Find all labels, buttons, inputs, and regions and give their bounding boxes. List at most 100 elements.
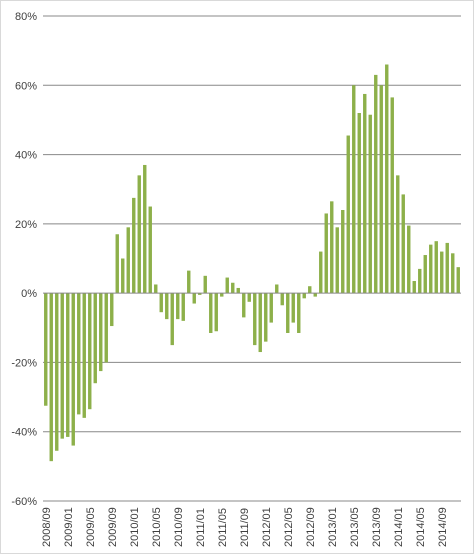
x-tick-label: 2013/09: [371, 507, 383, 547]
bar: [302, 293, 306, 299]
bar: [440, 251, 444, 294]
x-tick-label: 2012/05: [283, 507, 295, 547]
bar: [390, 97, 394, 294]
y-tick-label: -20%: [11, 357, 37, 369]
bar: [379, 85, 383, 294]
grid-layer: [43, 15, 461, 502]
bar: [335, 227, 339, 294]
bar: [192, 293, 196, 304]
bar: [242, 293, 246, 318]
bar: [275, 284, 279, 294]
bar: [236, 287, 240, 294]
bar: [308, 286, 312, 294]
y-tick-label: 60%: [15, 80, 37, 92]
bar: [93, 293, 97, 384]
bar: [60, 293, 64, 439]
bar: [176, 293, 180, 320]
bar: [429, 244, 433, 294]
bar: [291, 293, 295, 323]
bar: [407, 225, 411, 294]
x-tick-label: 2013/05: [349, 507, 361, 547]
bar: [357, 113, 361, 294]
bar: [313, 293, 317, 297]
bar: [71, 293, 75, 446]
bar: [385, 64, 389, 294]
bar: [187, 270, 191, 294]
bar: [137, 175, 141, 294]
bar: [99, 293, 103, 372]
y-tick-label: 20%: [15, 219, 37, 231]
bar: [286, 293, 290, 333]
y-tick-label: 40%: [15, 150, 37, 162]
bar: [82, 293, 86, 418]
bar: [220, 293, 224, 297]
bar: [363, 93, 367, 294]
bar: [49, 293, 53, 462]
bar: [165, 293, 169, 320]
bar: [330, 201, 334, 294]
bar: [77, 293, 81, 415]
bar: [423, 255, 427, 294]
x-tick-label: 2011/01: [195, 508, 207, 547]
bar: [264, 293, 268, 342]
x-tick-label: 2011/09: [239, 508, 251, 547]
x-tick-label: 2011/05: [217, 508, 229, 547]
x-tick-label: 2012/09: [305, 507, 317, 547]
bar: [346, 135, 350, 294]
bar: [181, 293, 185, 321]
y-tick-label: 0%: [21, 288, 37, 300]
bar: [401, 194, 405, 294]
x-tick-label: 2009/05: [85, 507, 97, 547]
bar: [319, 251, 323, 294]
bar: [324, 213, 328, 294]
bar: [434, 241, 438, 294]
bar-layer: [44, 64, 460, 462]
y-tick-label: 80%: [15, 11, 37, 23]
bar: [368, 114, 372, 294]
bar: [143, 164, 147, 294]
bar: [214, 293, 218, 332]
x-tick-label: 2012/01: [261, 507, 273, 547]
bar: [451, 253, 455, 294]
bar: [396, 175, 400, 294]
bar: [88, 293, 92, 410]
x-tick-label: 2010/09: [173, 507, 185, 547]
bar: [456, 267, 460, 294]
bar: [121, 258, 125, 294]
bar: [231, 282, 235, 294]
y-tick-label: -40%: [11, 427, 37, 439]
bar: [209, 293, 213, 333]
bar: [66, 293, 70, 437]
bar: [258, 293, 262, 353]
bar: [159, 293, 163, 313]
bar: [203, 275, 207, 294]
x-tick-label: 2014/05: [415, 507, 427, 547]
bar: [418, 268, 422, 294]
bar: [341, 210, 345, 294]
bar: [115, 234, 119, 294]
x-tick-label: 2013/01: [327, 507, 339, 547]
x-tick-label: 2014/09: [437, 507, 449, 547]
bar: [110, 293, 114, 327]
bar: [253, 293, 257, 346]
bar: [297, 293, 301, 333]
bar: [55, 293, 59, 451]
y-tick-label: -60%: [11, 496, 37, 508]
bar: [198, 293, 202, 295]
bar: [269, 293, 273, 323]
bar: [132, 197, 136, 294]
x-tick-label: 2010/05: [151, 507, 163, 547]
bar: [154, 284, 158, 294]
bar: [445, 242, 449, 294]
x-tick-label: 2008/09: [41, 507, 53, 547]
bar: [104, 293, 108, 363]
bar: [352, 85, 356, 294]
bar: [44, 293, 48, 406]
bar: [126, 227, 130, 294]
bar: [148, 206, 152, 294]
label-layer: -60% -40% -20% 0% 20% 40% 60% 80% 2008/09 2009/01…: [11, 11, 448, 547]
bar: [225, 277, 229, 294]
bar: [280, 293, 284, 306]
